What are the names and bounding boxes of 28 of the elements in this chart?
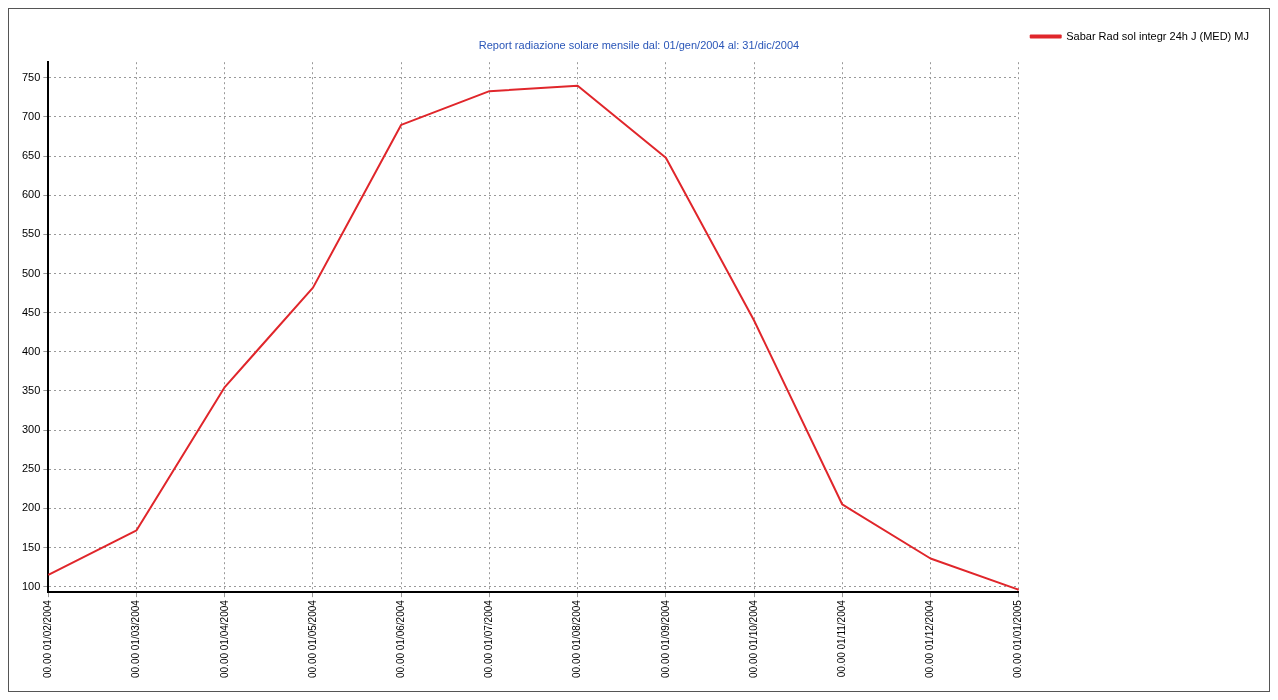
y-tick-label: 600 <box>21 188 41 201</box>
y-tick-label: 200 <box>21 501 41 514</box>
y-tick-label: 400 <box>21 344 41 357</box>
x-tick-label: 00.00 01/05/2004 <box>306 599 318 679</box>
x-tick-label: 00.00 01/12/2004 <box>924 599 936 679</box>
y-tick-label: 150 <box>21 540 41 553</box>
x-tick-label: 00.00 01/06/2004 <box>394 599 406 679</box>
y-tick-label: 650 <box>21 149 41 162</box>
y-tick-label: 350 <box>21 384 41 396</box>
x-tick-label: 00.00 01/09/2004 <box>659 599 671 679</box>
y-tick-label: 100 <box>21 579 41 592</box>
chart-title: Report radiazione solare mensile dal: 01/gen/2004 al: 31/dic/2004 <box>478 38 800 51</box>
x-tick-label: 00.00 01/01/2005 <box>1012 599 1024 679</box>
y-tick-label: 500 <box>21 266 41 279</box>
x-tick-label: 00.00 01/07/2004 <box>483 599 495 679</box>
x-tick-label: 00.00 01/10/2004 <box>747 599 759 679</box>
x-tick-label: 00.00 01/08/2004 <box>571 599 583 679</box>
y-tick-label: 750 <box>21 70 41 83</box>
y-tick-label: 450 <box>21 305 41 318</box>
x-tick-label: 00.00 01/03/2004 <box>130 599 142 679</box>
x-tick-label: 00.00 01/11/2004 <box>836 599 848 678</box>
y-tick-label: 250 <box>21 462 41 475</box>
y-tick-label: 300 <box>21 423 41 436</box>
x-tick-label: 00.00 01/02/2004 <box>42 599 54 679</box>
legend-label: Sabar Rad sol integr 24h J (MED) MJ <box>1066 29 1250 42</box>
y-tick-label: 700 <box>21 110 41 123</box>
x-tick-label: 00.00 01/04/2004 <box>218 599 230 679</box>
y-tick-label: 550 <box>21 227 41 240</box>
